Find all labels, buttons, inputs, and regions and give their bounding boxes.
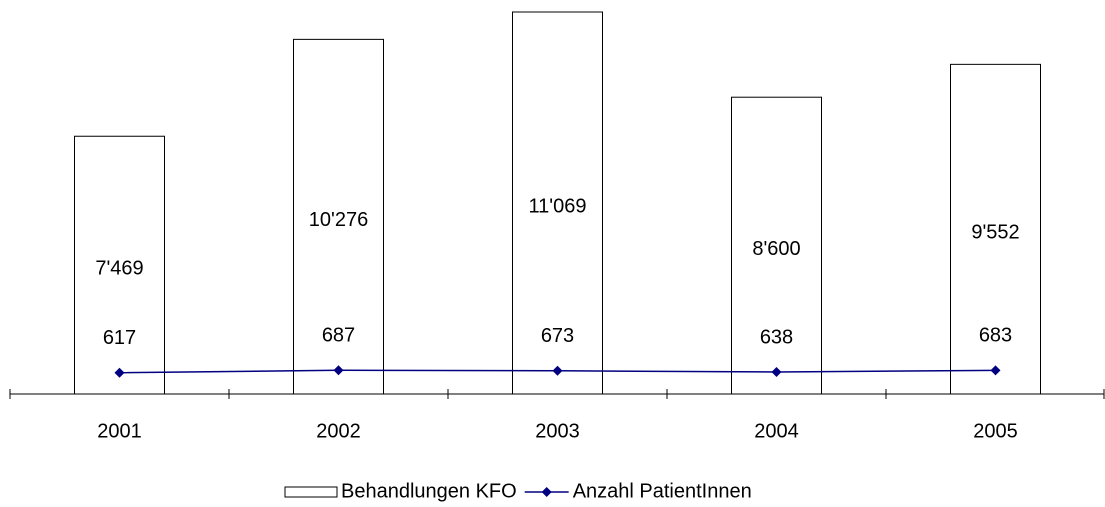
legend-label: Anzahl PatientInnen [573,480,752,502]
x-tick-label: 2003 [535,420,580,442]
bar [950,63,1041,395]
x-tick-label: 2002 [316,420,361,442]
bar-value-label: 10'276 [309,209,368,231]
bar-value-label: 9'552 [971,221,1019,243]
line-marker [333,365,344,376]
legend-label: Behandlungen KFO [341,480,517,502]
line-marker [552,365,563,376]
line-marker [990,365,1001,376]
bar [731,96,822,395]
bar-value-label: 11'069 [529,195,587,217]
bar [293,38,384,395]
x-tick-label: 2001 [97,420,142,442]
line-value-label: 683 [979,325,1012,347]
line-value-label: 638 [760,326,793,348]
bar-value-label: 8'600 [752,238,800,260]
legend-marker [541,487,552,497]
line-value-label: 673 [541,325,574,347]
x-tick-label: 2004 [754,420,799,442]
bar [512,11,603,395]
x-tick-label: 2005 [973,420,1018,442]
line-marker [114,367,125,378]
line-value-label: 687 [322,325,355,347]
line-marker [771,366,782,377]
line-value-label: 617 [103,327,136,349]
legend-swatch [284,486,338,498]
bar [74,135,165,395]
bar-value-label: 7'469 [95,257,143,279]
